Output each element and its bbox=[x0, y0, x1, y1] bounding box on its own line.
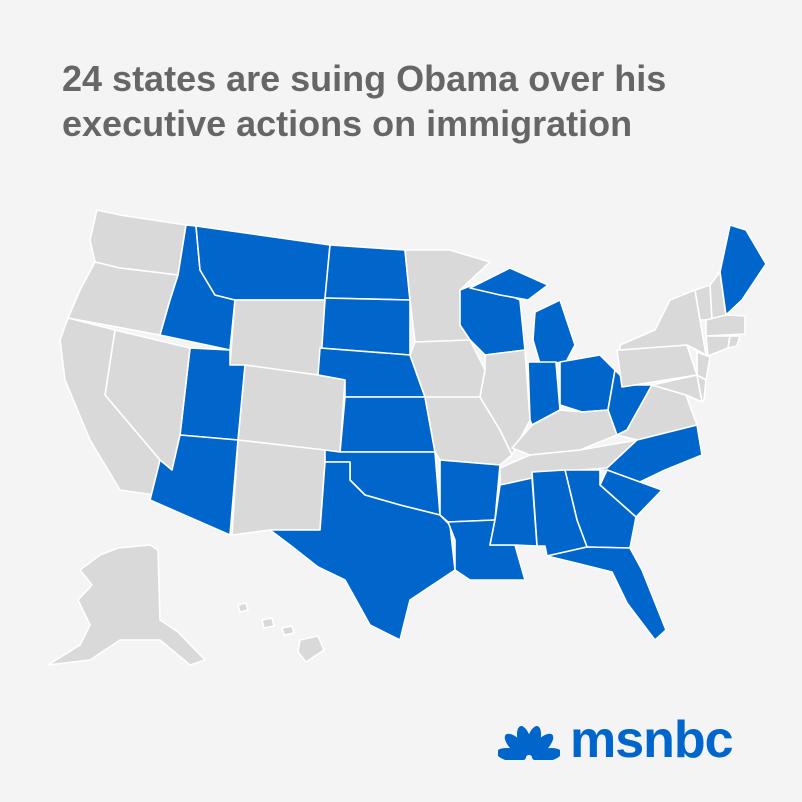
state-ar bbox=[439, 459, 501, 523]
state-fl bbox=[546, 546, 667, 641]
state-hi bbox=[237, 602, 249, 613]
state-ak bbox=[47, 544, 206, 666]
state-ri bbox=[727, 335, 741, 349]
logo-text: msnbc bbox=[570, 711, 734, 769]
state-nm bbox=[231, 439, 326, 536]
state-ma bbox=[705, 314, 746, 337]
peacock-feather bbox=[530, 733, 554, 757]
state-nj bbox=[696, 351, 711, 381]
state-hi bbox=[281, 625, 295, 636]
state-sc bbox=[599, 469, 663, 518]
state-ks bbox=[339, 396, 436, 453]
state-ca bbox=[59, 317, 161, 496]
state-ms bbox=[489, 477, 538, 547]
state-nd bbox=[324, 244, 411, 301]
map-title: 24 states are suing Obama over his execu… bbox=[62, 58, 667, 144]
state-wy bbox=[229, 299, 326, 376]
state-me bbox=[719, 224, 767, 316]
state-hi bbox=[297, 635, 325, 663]
state-oh bbox=[559, 354, 616, 413]
state-co bbox=[237, 364, 346, 453]
state-mt bbox=[195, 225, 331, 301]
state-mi bbox=[532, 299, 576, 365]
state-mi bbox=[469, 267, 549, 301]
state-ny bbox=[619, 289, 707, 356]
nbc-peacock-icon bbox=[498, 726, 560, 760]
state-ct bbox=[705, 335, 731, 357]
state-sd bbox=[319, 297, 411, 356]
peacock-feather bbox=[531, 747, 560, 760]
state-il bbox=[479, 349, 531, 456]
state-tx bbox=[269, 461, 456, 641]
state-hi bbox=[261, 617, 275, 629]
msnbc-logo: msnbc bbox=[498, 711, 734, 769]
state-ia bbox=[409, 339, 486, 398]
